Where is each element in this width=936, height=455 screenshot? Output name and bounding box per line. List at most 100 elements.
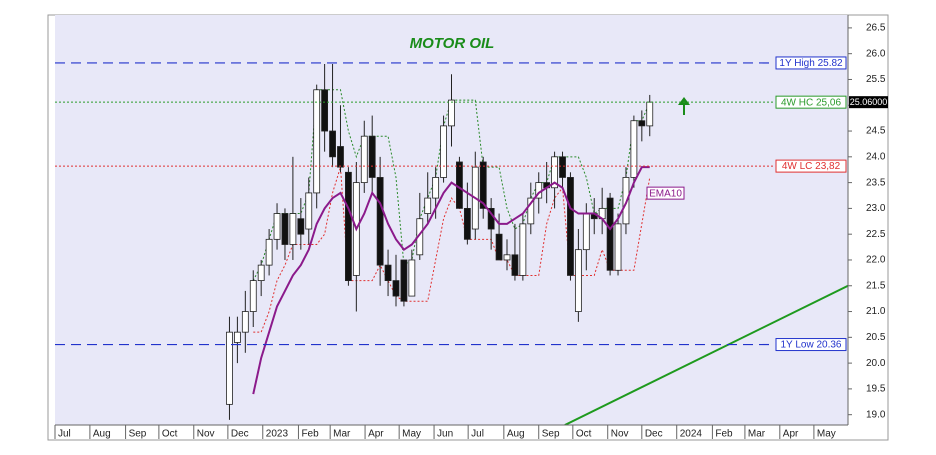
y-tick-label: 24.0 — [866, 151, 886, 162]
candle-body — [281, 213, 289, 245]
reference-label-box — [775, 56, 847, 70]
candle-body — [257, 264, 265, 281]
candle-body — [408, 259, 416, 297]
reference-label-box — [775, 338, 847, 352]
candle-body — [384, 264, 392, 281]
trendline — [564, 284, 848, 425]
y-tick-label: 24.5 — [866, 126, 886, 137]
y-tick-label: 26.5 — [866, 23, 886, 34]
candle-body — [574, 249, 582, 312]
candle-body — [614, 223, 622, 271]
x-tick-label: Feb — [301, 429, 319, 440]
y-tick-label: 23.0 — [866, 203, 886, 214]
candle-body — [265, 238, 273, 266]
ema-label: EMA10 — [649, 188, 682, 199]
candle-body — [345, 171, 352, 281]
x-tick-label: Oct — [576, 429, 592, 440]
candle-body — [456, 161, 463, 209]
y-tick-label: 22.0 — [866, 255, 886, 266]
candle-body — [559, 156, 566, 178]
candle-body — [305, 192, 313, 230]
candle-body — [432, 177, 440, 199]
candle-body — [511, 254, 519, 276]
candle-body — [551, 156, 558, 189]
ema-line — [252, 166, 650, 395]
candle-body — [376, 177, 384, 266]
x-tick-label: Sep — [542, 429, 560, 440]
candle-body — [448, 99, 455, 127]
candle-body — [313, 89, 321, 194]
candle-body — [400, 259, 408, 302]
x-tick-label: May — [402, 429, 421, 440]
x-tick-label: Jul — [471, 429, 484, 440]
x-tick-label: Nov — [197, 429, 215, 440]
x-tick-label: Mar — [333, 429, 351, 440]
candle-body — [241, 311, 249, 333]
x-tick-label: Oct — [162, 429, 178, 440]
x-tick-label: Dec — [231, 429, 249, 440]
x-tick-label: Jun — [437, 429, 453, 440]
candle-body — [440, 125, 447, 178]
x-tick-label: Sep — [129, 429, 147, 440]
y-tick-label: 19.5 — [866, 384, 886, 395]
candle-body — [273, 213, 281, 240]
candle-body — [503, 254, 511, 261]
last-price-label: 25.06000 — [850, 97, 888, 107]
candle-body — [226, 331, 233, 405]
y-tick-label: 21.0 — [866, 306, 886, 317]
y-tick-label: 23.5 — [866, 177, 886, 188]
candle-body — [582, 213, 590, 251]
reference-label-box — [775, 159, 847, 173]
candle-body — [519, 223, 527, 276]
candle-body — [527, 197, 535, 225]
x-tick-label: Feb — [715, 429, 733, 440]
reference-label-box — [775, 95, 847, 109]
y-tick-label: 21.5 — [866, 280, 886, 291]
x-tick-label: Aug — [507, 429, 525, 440]
y-tick-label: 20.5 — [866, 332, 886, 343]
candle-body — [424, 197, 432, 214]
reference-label: 1Y High 25.82 — [779, 58, 843, 69]
candle-body — [495, 233, 503, 261]
y-tick-label: 22.5 — [866, 229, 886, 240]
candle-body — [638, 120, 646, 127]
reference-label: 1Y Low 20.36 — [781, 340, 842, 351]
last-price-box — [849, 96, 888, 109]
reference-label: 4W LC 23,82 — [782, 161, 841, 172]
candle-body — [646, 101, 654, 127]
candle-body — [360, 135, 368, 184]
candle-body — [321, 89, 329, 132]
y-tick-label: 19.0 — [866, 409, 886, 420]
candle-body — [392, 280, 400, 297]
x-tick-label: Dec — [645, 429, 663, 440]
candle-body — [630, 120, 638, 178]
lowest-close-line — [253, 166, 651, 333]
candle-body — [567, 177, 574, 276]
x-tick-label: Apr — [368, 429, 384, 440]
candle-body — [249, 280, 257, 312]
candle-body — [329, 130, 336, 158]
up-arrow — [678, 97, 690, 115]
x-tick-label: Jul — [58, 429, 71, 440]
x-tick-label: May — [817, 429, 836, 440]
candle-body — [479, 161, 487, 209]
candle-body — [337, 146, 344, 168]
y-tick-label: 25.5 — [866, 74, 886, 85]
candle-body — [463, 207, 471, 240]
x-tick-label: Aug — [93, 429, 111, 440]
candle-body — [606, 197, 614, 271]
x-tick-label: 2024 — [680, 429, 703, 440]
candle-body — [289, 213, 297, 245]
y-tick-label: 20.0 — [866, 358, 886, 369]
y-tick-label: 26.0 — [866, 48, 886, 59]
candle-body — [233, 331, 241, 343]
candle-body — [368, 135, 376, 178]
candle-body — [297, 218, 305, 235]
x-tick-label: Mar — [748, 429, 766, 440]
x-tick-label: Nov — [611, 429, 629, 440]
ema-label-box — [646, 186, 685, 200]
plot-layer — [226, 63, 848, 425]
chart-title: MOTOR OIL — [410, 35, 495, 52]
